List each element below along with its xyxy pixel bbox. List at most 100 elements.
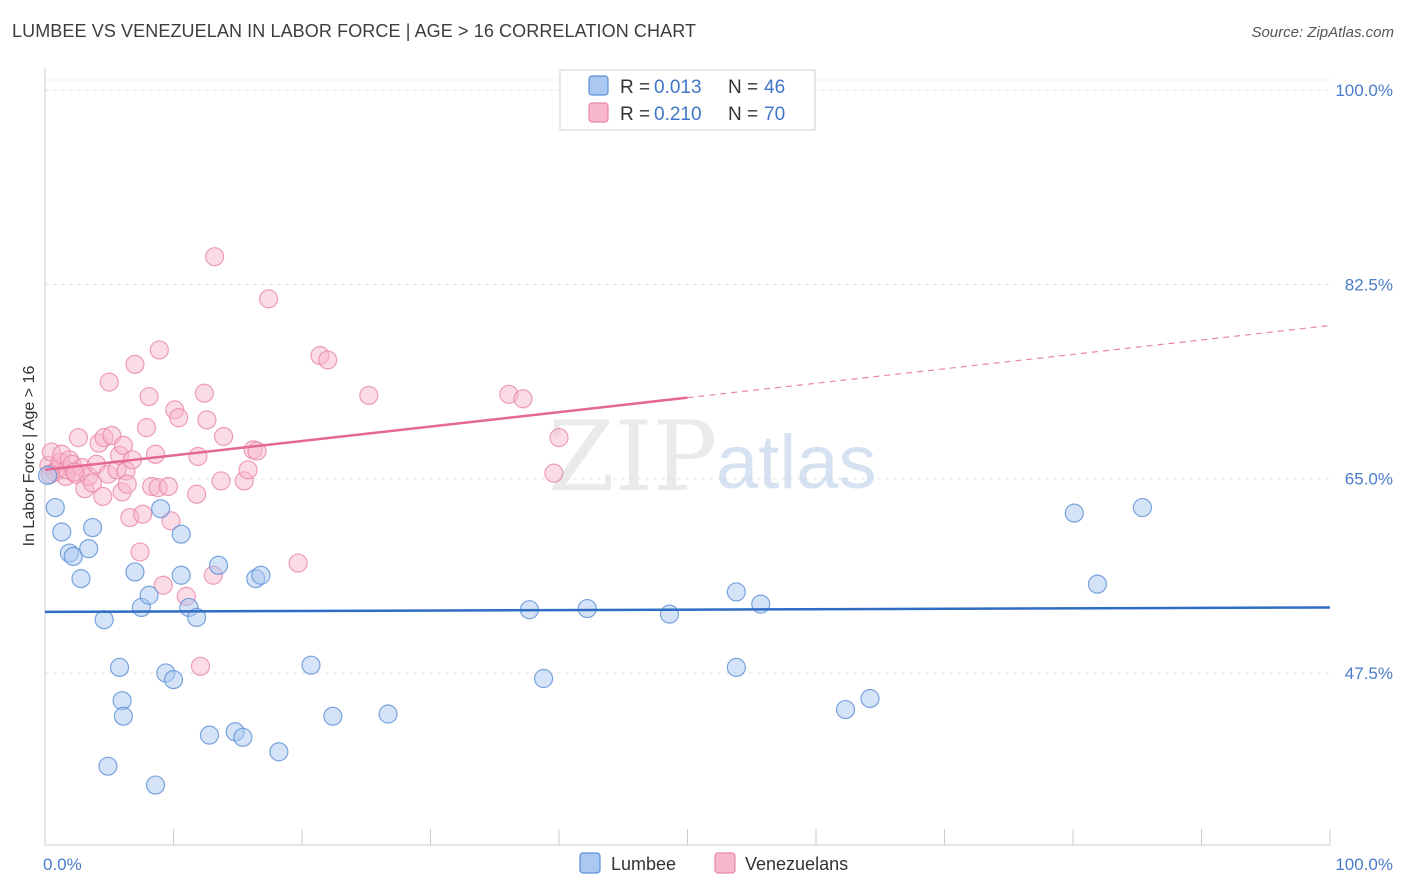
lumbee-point-1 (45, 497, 65, 518)
lumbee-point-4 (63, 546, 83, 567)
lumbee-point-22 (199, 725, 220, 745)
venezuelans-point-35 (139, 386, 159, 407)
lumbee-point-13 (139, 585, 159, 605)
y-tick-label-0: 47.5% (1345, 664, 1393, 683)
lumbee-point-40 (860, 688, 880, 709)
venezuelans-point-48 (190, 656, 211, 676)
lumbee-point-31 (378, 704, 398, 724)
venezuelans-point-56 (238, 460, 258, 480)
venezuelans-point-44 (169, 408, 189, 428)
y-tick-label-1: 65.0% (1345, 470, 1393, 489)
bottom-legend-swatch-lumbee (579, 852, 601, 874)
lumbee-point-35 (659, 604, 680, 624)
lumbee-point-30 (323, 706, 343, 726)
trend-lines (44, 324, 1331, 614)
source-credit: Source: ZipAtlas.com (1251, 24, 1394, 41)
venezuelans-point-39 (149, 340, 169, 360)
lumbee-trend-line (44, 606, 1331, 614)
lumbee-point-2 (52, 522, 72, 542)
venezuelans-trend-line (44, 396, 688, 472)
venezuelans-point-67 (544, 463, 564, 483)
venezuelans-point-47 (188, 446, 208, 467)
legend-r-value-2: 0.210 (654, 104, 702, 125)
venezuelans-point-62 (318, 350, 338, 370)
lumbee-point-19 (171, 565, 191, 585)
venezuelans-point-21 (99, 372, 119, 392)
venezuelans-point-31 (125, 354, 145, 374)
lumbee-point-5 (71, 568, 91, 589)
lumbee-point-0 (37, 465, 58, 485)
bottom-legend: Lumbee Venezuelans (579, 852, 848, 874)
lumbee-point-29 (301, 655, 321, 675)
lumbee-point-42 (1132, 497, 1152, 518)
legend-r-label-2: R = (620, 104, 650, 125)
chart-title: LUMBEE VS VENEZUELAN IN LABOR FORCE | AG… (12, 21, 697, 41)
legend-r-value-1: 0.013 (654, 77, 702, 98)
venezuelans-point-32 (130, 542, 150, 562)
venezuelans-point-50 (197, 410, 217, 430)
x-tick-label-0: 0.0% (43, 855, 82, 874)
lumbee-point-33 (533, 668, 554, 689)
y-axis-title: In Labor Force | Age > 16 (21, 366, 38, 547)
lumbee-point-34 (577, 598, 597, 619)
venezuelans-point-34 (136, 418, 157, 438)
lumbee-point-28 (269, 742, 289, 762)
venezuelans-point-65 (513, 389, 533, 409)
bottom-legend-swatch-venezuelans (714, 852, 736, 874)
bottom-legend-venezuelans: Venezuelans (745, 854, 848, 874)
lumbee-point-45 (98, 756, 118, 776)
legend-r-label-1: R = (620, 77, 650, 98)
lumbee-points (37, 465, 1152, 795)
x-tick-labels: 0.0% 100.0% (43, 855, 1393, 874)
venezuelans-point-37 (145, 444, 166, 464)
watermark-atlas: atlas (716, 420, 877, 505)
legend-n-label-2: N = (728, 104, 758, 125)
legend-n-value-2: 70 (764, 104, 785, 125)
venezuelans-point-11 (68, 428, 89, 448)
lumbee-point-43 (1087, 574, 1108, 594)
venezuelans-point-41 (158, 476, 178, 497)
venezuelans-point-59 (258, 289, 279, 309)
venezuelans-point-26 (113, 435, 133, 455)
lumbee-point-9 (109, 657, 130, 678)
x-tick-label-1: 100.0% (1335, 855, 1393, 874)
venezuelans-point-15 (82, 473, 103, 493)
lumbee-point-17 (163, 670, 184, 690)
venezuelans-point-63 (359, 385, 379, 406)
lumbee-point-27 (251, 565, 271, 585)
y-tick-labels: 47.5% 65.0% 82.5% 100.0% (1335, 81, 1393, 683)
y-tick-label-2: 82.5% (1345, 275, 1393, 294)
lumbee-point-6 (79, 539, 99, 559)
lumbee-point-21 (187, 607, 207, 628)
lumbee-point-15 (151, 499, 171, 519)
legend-swatch-lumbee (588, 75, 609, 96)
venezuelans-point-46 (187, 484, 207, 504)
bottom-legend-lumbee: Lumbee (611, 854, 676, 874)
venezuelans-trend-line-extension (687, 324, 1331, 399)
lumbee-point-41 (1064, 503, 1084, 523)
venezuelans-point-18 (93, 486, 113, 507)
venezuelans-point-28 (117, 474, 137, 494)
lumbee-point-25 (233, 727, 253, 747)
venezuelans-point-66 (549, 428, 569, 448)
legend-swatch-venezuelans (588, 102, 609, 123)
y-tick-label-3: 100.0% (1335, 81, 1393, 100)
lumbee-point-18 (171, 524, 191, 544)
grid-lines (45, 79, 1330, 674)
venezuelans-point-40 (153, 575, 173, 595)
venezuelans-point-52 (205, 247, 225, 267)
lumbee-point-7 (82, 517, 103, 538)
venezuelans-point-54 (214, 426, 234, 447)
lumbee-point-11 (125, 562, 145, 582)
venezuelans-point-42 (161, 511, 181, 531)
venezuelans-point-60 (288, 553, 308, 573)
legend-n-value-1: 46 (764, 77, 785, 98)
lumbee-point-23 (208, 555, 229, 575)
lumbee-point-44 (113, 706, 133, 726)
legend-n-label-1: N = (728, 77, 758, 98)
top-legend: R = 0.013 N = 46 R = 0.210 N = 70 (559, 69, 816, 131)
venezuelans-point-53 (211, 471, 231, 491)
lumbee-point-8 (94, 610, 114, 630)
lumbee-point-38 (726, 657, 746, 678)
